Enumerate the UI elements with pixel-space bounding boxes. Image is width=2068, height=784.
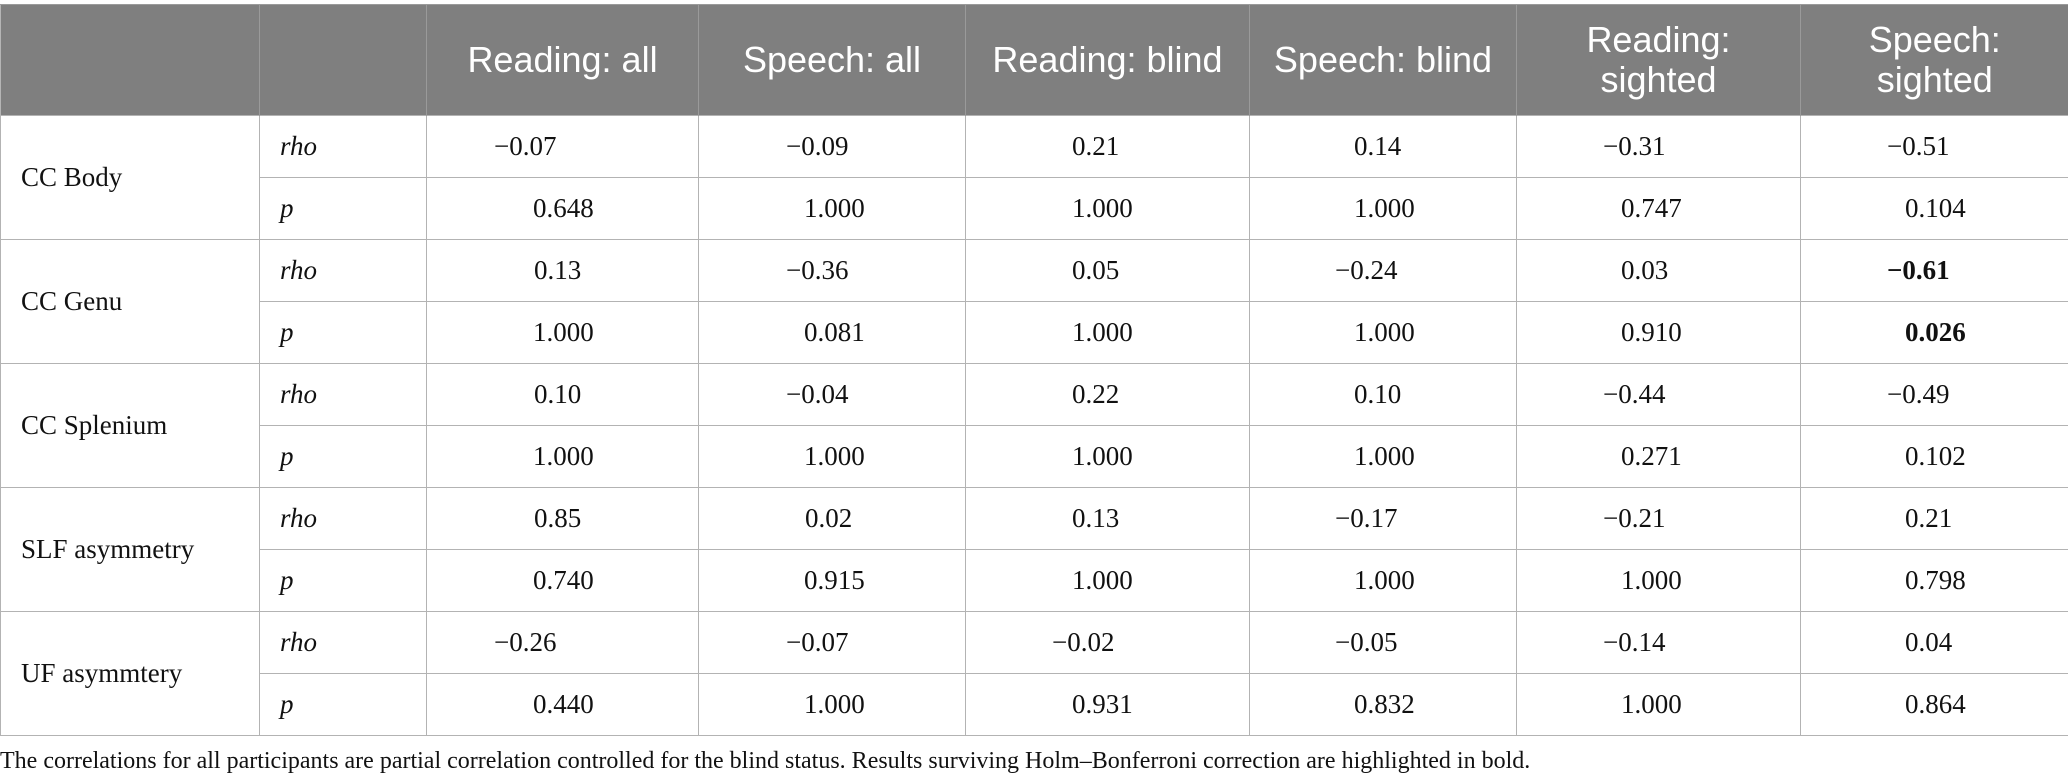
table-cell: −0.17 [1249,487,1517,550]
table-cell: 0.915 [698,549,966,612]
table-cell: 0.102 [1800,425,2068,488]
table-cell: −0.49 [1800,363,2068,426]
table-cell: 0.04 [1800,611,2068,674]
table-cell: −0.31 [1516,115,1801,178]
table-cell: 0.864 [1800,673,2068,736]
stat-label-p: p [259,425,427,488]
table-cell: 1.000 [1516,549,1801,612]
stat-label-rho: rho [259,611,427,674]
table-cell: 0.14 [1249,115,1517,178]
table-cell: 0.05 [965,239,1250,302]
table-cell: 0.13 [965,487,1250,550]
table-cell: 0.104 [1800,177,2068,240]
table-cell: −0.02 [965,611,1250,674]
column-header: Speech: blind [1249,4,1517,116]
table-cell: 1.000 [1249,549,1517,612]
table-cell: 0.747 [1516,177,1801,240]
table-cell: 1.000 [698,673,966,736]
table-row: UF asymmtery rho −0.26 −0.07 −0.02 −0.05… [0,611,2068,736]
table-cell: 0.10 [426,363,699,426]
column-header [259,4,427,116]
table-cell: 1.000 [965,549,1250,612]
table-cell: 0.832 [1249,673,1517,736]
table-cell: −0.07 [698,611,966,674]
table-cell: −0.14 [1516,611,1801,674]
table-cell: 1.000 [1516,673,1801,736]
table-cell: 0.740 [426,549,699,612]
table-row: p 0.648 1.000 1.000 1.000 0.747 0.104 [1,177,2068,240]
column-header: Reading: sighted [1516,4,1801,116]
table-cell-significant: 0.026 [1800,301,2068,364]
table-row: p 1.000 1.000 1.000 1.000 0.271 0.102 [1,425,2068,488]
table-cell: 0.648 [426,177,699,240]
table-cell: 0.85 [426,487,699,550]
table-row: p 1.000 0.081 1.000 1.000 0.910 0.026 [1,301,2068,364]
stat-label-p: p [259,549,427,612]
table-cell: −0.21 [1516,487,1801,550]
table-cell: 0.22 [965,363,1250,426]
row-label: CC Genu [0,239,260,364]
table-cell: 0.440 [426,673,699,736]
column-header: Speech: all [698,4,966,116]
table-cell: 1.000 [1249,177,1517,240]
table-cell: 1.000 [426,425,699,488]
table-cell: 0.931 [965,673,1250,736]
stat-label-rho: rho [259,487,427,550]
table-cell: −0.36 [698,239,966,302]
stat-label-rho: rho [259,239,427,302]
stat-label-rho: rho [259,115,427,178]
column-header: Speech: sighted [1800,4,2068,116]
table-cell: 0.21 [965,115,1250,178]
table-row: SLF asymmetry rho 0.85 0.02 0.13 −0.17 −… [0,487,2068,612]
row-label: CC Body [0,115,260,240]
table-row: p 0.440 1.000 0.931 0.832 1.000 0.864 [1,673,2068,736]
table-cell: 0.02 [698,487,966,550]
stat-label-rho: rho [259,363,427,426]
table-cell: 1.000 [426,301,699,364]
table-cell: −0.44 [1516,363,1801,426]
table-cell: −0.51 [1800,115,2068,178]
table-cell: 1.000 [698,177,966,240]
row-label: SLF asymmetry [0,487,260,612]
table-cell: 0.03 [1516,239,1801,302]
table-row: CC Splenium rho 0.10 −0.04 0.22 0.10 −0.… [0,363,2068,488]
table-cell: 0.13 [426,239,699,302]
table-row: CC Body rho −0.07 −0.09 0.21 0.14 −0.31 … [0,115,2068,240]
table-cell: 1.000 [965,177,1250,240]
stat-label-p: p [259,301,427,364]
table-cell: 0.10 [1249,363,1517,426]
correlation-table: Reading: all Speech: all Reading: blind … [0,4,2068,736]
table-cell: 0.271 [1516,425,1801,488]
table-cell: −0.09 [698,115,966,178]
table-footnote: The correlations for all participants ar… [0,748,1531,774]
table-cell: 1.000 [698,425,966,488]
table-cell: −0.04 [698,363,966,426]
table-cell: −0.24 [1249,239,1517,302]
table-row: p 0.740 0.915 1.000 1.000 1.000 0.798 [1,549,2068,612]
column-header: Reading: blind [965,4,1250,116]
table-cell: 0.21 [1800,487,2068,550]
table-cell: 1.000 [1249,425,1517,488]
table-cell: 1.000 [965,425,1250,488]
table-cell: −0.26 [426,611,699,674]
table-cell: 0.081 [698,301,966,364]
header-row: Reading: all Speech: all Reading: blind … [0,4,2068,116]
table-cell: −0.05 [1249,611,1517,674]
column-header [0,4,260,116]
stat-label-p: p [259,673,427,736]
table-cell: 0.910 [1516,301,1801,364]
column-header: Reading: all [426,4,699,116]
table-cell: −0.07 [426,115,699,178]
row-label: UF asymmtery [0,611,260,736]
stat-label-p: p [259,177,427,240]
table-cell: 0.798 [1800,549,2068,612]
table-cell: 1.000 [1249,301,1517,364]
table-cell: 1.000 [965,301,1250,364]
row-label: CC Splenium [0,363,260,488]
table-cell-significant: −0.61 [1800,239,2068,302]
table-row: CC Genu rho 0.13 −0.36 0.05 −0.24 0.03 −… [0,239,2068,364]
